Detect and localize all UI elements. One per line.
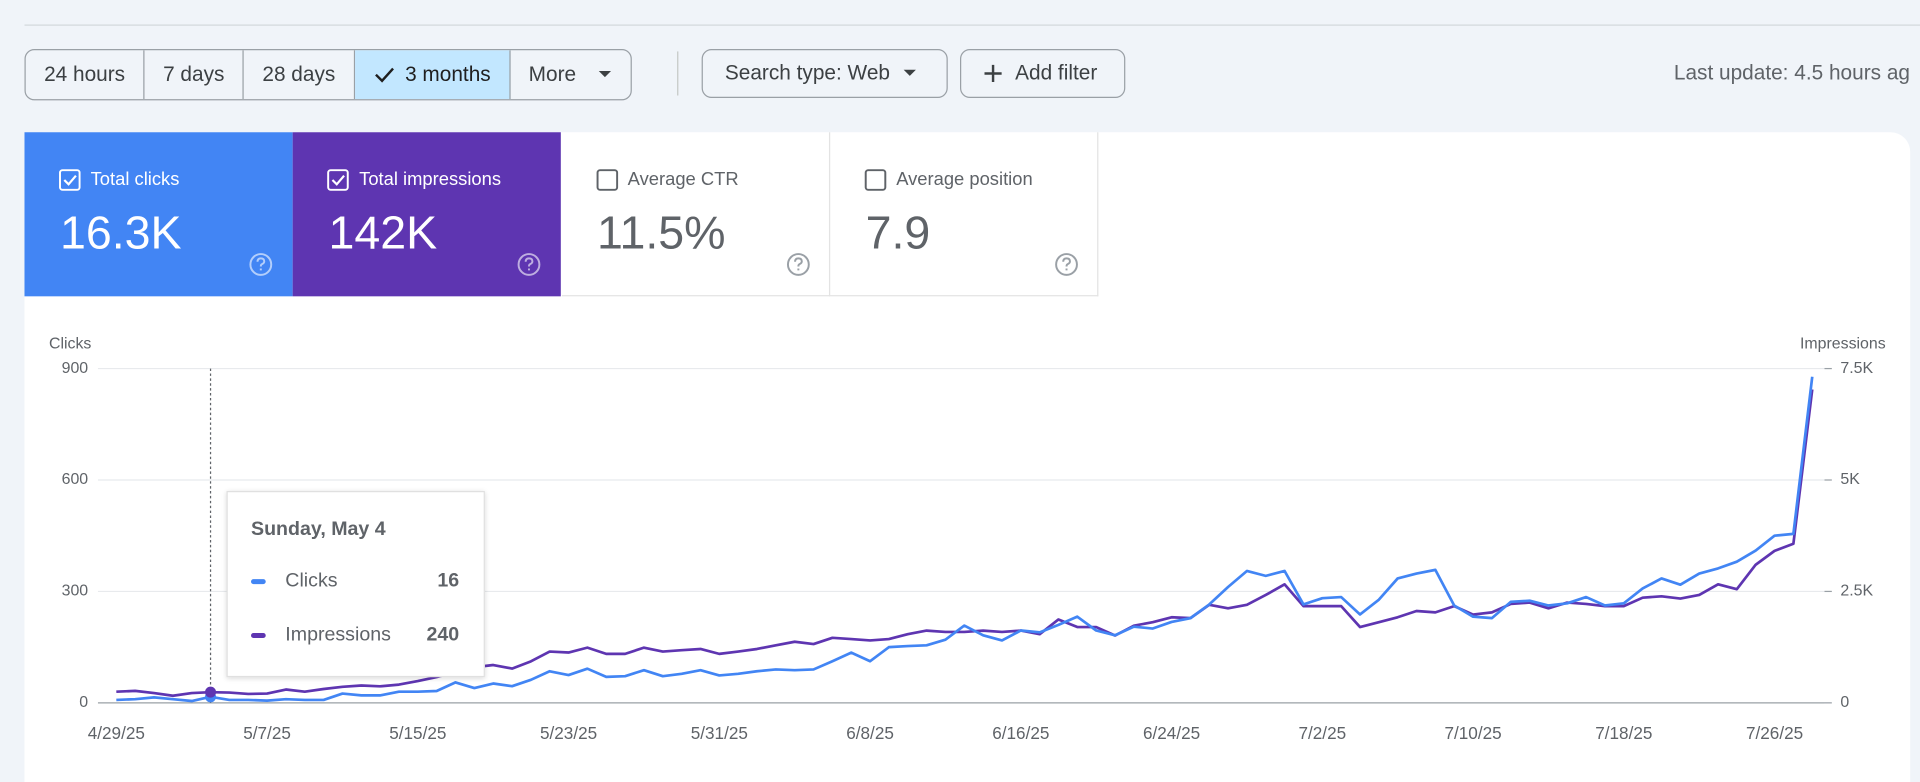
range-button[interactable]: 7 days [145, 50, 244, 100]
x-tick-label: 6/16/25 [992, 723, 1049, 743]
checkbox[interactable] [59, 169, 81, 191]
checkbox[interactable] [327, 169, 350, 191]
x-tick-label: 6/8/25 [846, 723, 894, 743]
x-tick-label: 7/18/25 [1595, 723, 1652, 743]
metric-label: Total impressions [359, 168, 502, 190]
help-icon[interactable] [1054, 252, 1078, 276]
y2-tick-label: 2.5K [1840, 583, 1873, 600]
y2-tick-label: 7.5K [1840, 360, 1873, 377]
help-circle [786, 253, 810, 276]
search-type-label: Search type: Web [724, 61, 890, 85]
tooltip-row: Clicks 16 [251, 571, 459, 593]
help-mark [1062, 257, 1071, 271]
metric-label: Average CTR [627, 168, 739, 190]
tooltip-value: 16 [437, 570, 460, 592]
date-range-group: 24 hours 7 days 28 days 3 months More [24, 48, 633, 101]
x-tick-label: 5/7/25 [243, 723, 291, 743]
range-button[interactable]: 3 months [354, 50, 511, 100]
dropdown-arrow [903, 69, 916, 76]
range-label: 3 months [405, 62, 491, 86]
hover-dot [205, 686, 217, 698]
y-tick-label: 0 [79, 694, 88, 711]
help-circle [517, 253, 541, 276]
separator [677, 51, 679, 96]
help-circle [249, 253, 273, 276]
x-tick-label: 7/26/25 [1746, 723, 1803, 743]
metric-label: Total clicks [90, 168, 180, 190]
checkbox-box [59, 169, 81, 191]
x-tick-label: 4/29/25 [88, 723, 145, 743]
help-icon[interactable] [786, 252, 810, 276]
metric-value: 16.3K [60, 208, 182, 260]
x-tick-label: 5/31/25 [691, 723, 748, 743]
add-filter-button[interactable]: Add filter [960, 48, 1126, 98]
metric-value: 142K [328, 208, 438, 260]
arrow-path [599, 71, 612, 78]
checkbox-box [596, 169, 618, 191]
checkbox[interactable] [596, 169, 618, 191]
metric-card[interactable]: Total clicks 16.3K [24, 132, 293, 297]
series-line [116, 376, 1814, 703]
metric-value: 7.9 [865, 208, 931, 260]
range-button[interactable]: 28 days [244, 50, 355, 100]
x-tick-label: 7/2/25 [1299, 723, 1347, 743]
metric-card[interactable]: Average CTR 11.5% [561, 132, 830, 297]
tooltip: Sunday, May 4 Clicks 16 Impressions 240 [226, 491, 485, 678]
add-filter-label: Add filter [1015, 61, 1098, 85]
metric-card[interactable]: Average position 7.9 [830, 132, 1099, 297]
y-tick-label: 900 [62, 360, 89, 377]
plus-icon [984, 64, 1002, 83]
tooltip-value: 240 [426, 624, 460, 646]
tooltip-series-name: Clicks [285, 570, 338, 592]
y2-tick-label: 5K [1840, 471, 1860, 488]
tooltip-row: Impressions 240 [251, 624, 459, 646]
range-label: 24 hours [44, 62, 126, 86]
range-label: 7 days [163, 62, 225, 86]
y2-axis-label: Impressions [1800, 335, 1886, 352]
checkbox-box [327, 169, 350, 191]
x-tick-label: 6/24/25 [1143, 723, 1200, 743]
metric-card[interactable]: Total impressions 142K [293, 132, 562, 297]
y-tick-label: 300 [62, 583, 89, 600]
checkbox-box [864, 169, 887, 191]
help-icon[interactable] [249, 252, 273, 276]
help-icon[interactable] [517, 252, 541, 276]
more-label: More [528, 62, 577, 86]
check-path [374, 67, 394, 83]
tooltip-swatch [251, 579, 266, 585]
help-mark [525, 257, 534, 271]
checkbox-tick [332, 174, 346, 186]
x-tick-label: 7/10/25 [1444, 723, 1501, 743]
range-label: 28 days [262, 62, 336, 86]
help-mark [793, 257, 803, 271]
check-icon [374, 67, 394, 83]
checkbox-tick [63, 174, 77, 186]
metric-label: Average position [896, 168, 1033, 190]
series-line [116, 389, 1814, 698]
help-circle [1055, 253, 1078, 276]
tooltip-swatch [251, 633, 266, 638]
more-button[interactable]: More [510, 50, 631, 99]
x-tick-label: 5/23/25 [540, 723, 597, 743]
dropdown-arrow [599, 71, 612, 78]
y2-tick-label: 0 [1840, 694, 1849, 711]
checkbox[interactable] [864, 169, 887, 191]
tooltip-series-name: Impressions [285, 624, 391, 646]
y-axis-label: Clicks [49, 335, 91, 352]
y-tick-label: 600 [62, 471, 89, 488]
x-tick-label: 5/15/25 [389, 723, 446, 743]
last-update: Last update: 4.5 hours ag [1673, 61, 1910, 85]
search-type-button[interactable]: Search type: Web [701, 48, 948, 98]
help-mark [256, 257, 266, 271]
divider [24, 24, 1920, 26]
range-button[interactable]: 24 hours [26, 50, 145, 100]
tooltip-title: Sunday, May 4 [251, 519, 386, 541]
metric-value: 11.5% [597, 208, 726, 260]
